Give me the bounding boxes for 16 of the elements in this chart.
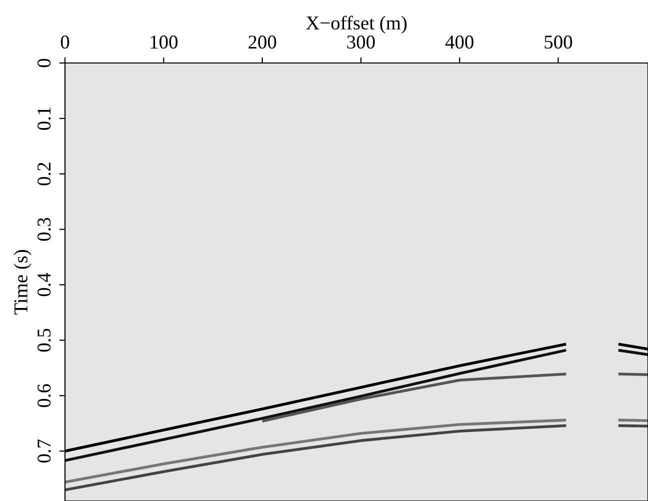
x-axis-title: X−offset (m) xyxy=(306,16,407,34)
y-tick-label: 0.1 xyxy=(38,107,51,130)
x-tick-label: 300 xyxy=(347,36,375,49)
x-tick-label: 200 xyxy=(248,36,276,49)
y-tick-label: 0.3 xyxy=(38,218,51,241)
y-axis-title: Time (s) xyxy=(14,250,32,315)
y-tick-label: 0.4 xyxy=(38,272,51,296)
y-tick-label: 0.2 xyxy=(38,162,51,186)
x-tick-label: 500 xyxy=(544,36,572,49)
y-tick-label: 0.7 xyxy=(38,440,51,463)
x-tick-label: 0 xyxy=(60,36,70,49)
y-tick-label: 0 xyxy=(38,58,51,68)
y-tick-label: 0.5 xyxy=(38,328,51,352)
x-tick-label: 400 xyxy=(445,36,474,49)
y-tick-label: 0.6 xyxy=(38,384,51,408)
x-tick-label: 100 xyxy=(150,36,178,49)
